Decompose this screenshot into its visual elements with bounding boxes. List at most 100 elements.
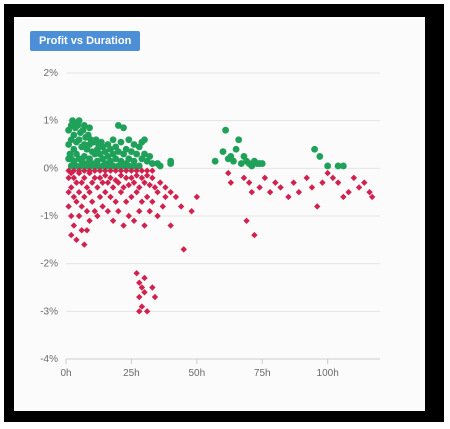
loss-point[interactable] xyxy=(68,184,75,191)
loss-point[interactable] xyxy=(329,174,337,182)
profit-point[interactable] xyxy=(80,153,88,160)
loss-point[interactable] xyxy=(256,184,263,191)
loss-point[interactable] xyxy=(319,179,326,186)
loss-point[interactable] xyxy=(141,222,148,229)
profit-point[interactable] xyxy=(232,145,240,153)
loss-point[interactable] xyxy=(225,169,232,177)
loss-point[interactable] xyxy=(143,167,151,174)
loss-point[interactable] xyxy=(75,167,83,174)
profit-point[interactable] xyxy=(80,122,88,129)
loss-point[interactable] xyxy=(193,193,201,201)
profit-point[interactable] xyxy=(112,155,120,163)
profit-point[interactable] xyxy=(94,157,101,165)
profit-point[interactable] xyxy=(117,138,125,146)
loss-point[interactable] xyxy=(308,184,316,191)
loss-point[interactable] xyxy=(295,188,303,196)
loss-point[interactable] xyxy=(149,174,156,182)
profit-point[interactable] xyxy=(109,162,117,170)
loss-point[interactable] xyxy=(159,203,167,210)
loss-point[interactable] xyxy=(340,193,347,201)
loss-point[interactable] xyxy=(188,208,195,215)
loss-point[interactable] xyxy=(68,212,75,220)
loss-point[interactable] xyxy=(75,188,83,196)
profit-point[interactable] xyxy=(67,162,75,170)
profit-point[interactable] xyxy=(125,136,133,144)
profit-point[interactable] xyxy=(167,157,175,165)
loss-point[interactable] xyxy=(146,181,153,189)
loss-point[interactable] xyxy=(143,193,151,201)
loss-point[interactable] xyxy=(104,208,112,215)
loss-point[interactable] xyxy=(151,184,159,191)
profit-point[interactable] xyxy=(339,162,347,170)
loss-point[interactable] xyxy=(125,181,132,189)
loss-point[interactable] xyxy=(117,172,125,179)
loss-point[interactable] xyxy=(240,174,248,182)
loss-point[interactable] xyxy=(91,174,98,182)
loss-point[interactable] xyxy=(102,172,109,179)
loss-point[interactable] xyxy=(68,231,75,239)
loss-point[interactable] xyxy=(102,167,109,174)
loss-point[interactable] xyxy=(133,270,140,277)
profit-point[interactable] xyxy=(120,124,127,132)
loss-point[interactable] xyxy=(91,208,98,215)
profit-point[interactable] xyxy=(70,131,78,139)
loss-point[interactable] xyxy=(277,184,284,191)
loss-point[interactable] xyxy=(154,212,161,220)
loss-point[interactable] xyxy=(361,179,368,186)
loss-point[interactable] xyxy=(73,236,80,244)
loss-point[interactable] xyxy=(149,284,156,291)
loss-point[interactable] xyxy=(65,174,72,182)
profit-point[interactable] xyxy=(114,162,122,170)
profit-point[interactable] xyxy=(311,145,318,153)
loss-point[interactable] xyxy=(117,188,125,196)
loss-point[interactable] xyxy=(65,203,72,210)
loss-point[interactable] xyxy=(125,212,132,220)
profit-point[interactable] xyxy=(86,124,93,132)
profit-point[interactable] xyxy=(133,150,141,158)
profit-point[interactable] xyxy=(94,162,101,170)
loss-point[interactable] xyxy=(136,208,143,215)
profit-point[interactable] xyxy=(125,155,133,163)
loss-point[interactable] xyxy=(133,188,140,196)
loss-point[interactable] xyxy=(290,179,297,186)
loss-point[interactable] xyxy=(162,184,169,191)
loss-point[interactable] xyxy=(248,188,255,196)
loss-point[interactable] xyxy=(94,184,101,191)
loss-point[interactable] xyxy=(78,227,85,234)
loss-point[interactable] xyxy=(88,179,96,186)
loss-point[interactable] xyxy=(83,184,91,191)
loss-point[interactable] xyxy=(355,184,363,191)
profit-point[interactable] xyxy=(222,126,230,134)
loss-point[interactable] xyxy=(115,208,122,215)
loss-point[interactable] xyxy=(70,167,78,174)
profit-point[interactable] xyxy=(237,160,245,167)
loss-point[interactable] xyxy=(73,198,80,205)
profit-point[interactable] xyxy=(141,150,148,158)
loss-point[interactable] xyxy=(70,193,78,201)
profit-point[interactable] xyxy=(130,141,138,148)
loss-point[interactable] xyxy=(141,289,148,296)
loss-point[interactable] xyxy=(81,241,88,248)
loss-point[interactable] xyxy=(96,174,104,182)
profit-point[interactable] xyxy=(316,153,324,160)
loss-point[interactable] xyxy=(99,203,106,210)
loss-point[interactable] xyxy=(102,188,109,196)
loss-point[interactable] xyxy=(65,188,72,196)
profit-point[interactable] xyxy=(114,148,122,156)
profit-point[interactable] xyxy=(230,157,237,165)
loss-point[interactable] xyxy=(128,174,135,182)
profit-point[interactable] xyxy=(75,136,83,144)
loss-point[interactable] xyxy=(177,203,185,210)
loss-point[interactable] xyxy=(81,167,88,174)
loss-point[interactable] xyxy=(128,167,135,174)
loss-point[interactable] xyxy=(345,188,352,196)
loss-point[interactable] xyxy=(109,184,117,191)
profit-point[interactable] xyxy=(99,162,107,170)
loss-point[interactable] xyxy=(141,179,148,186)
loss-point[interactable] xyxy=(81,174,88,182)
loss-point[interactable] xyxy=(266,188,274,196)
loss-point[interactable] xyxy=(167,188,174,196)
profit-point[interactable] xyxy=(70,119,78,127)
loss-point[interactable] xyxy=(81,193,88,201)
loss-point[interactable] xyxy=(243,217,250,224)
